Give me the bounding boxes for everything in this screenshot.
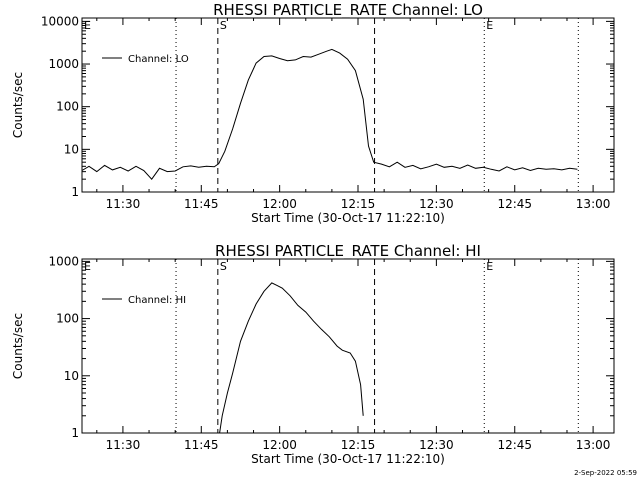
chart-title: RHESSI PARTICLE_RATE Channel: HI (215, 242, 481, 261)
y-tick-label: 1000 (48, 57, 79, 71)
x-tick-label: 12:30 (419, 197, 454, 211)
y-axis-label: Counts/sec (11, 313, 25, 379)
plot-frame (81, 258, 615, 434)
event-marker-label: E (84, 260, 91, 273)
lo-channel-panel: RHESSI PARTICLE_RATE Channel: LO 11:30 11:… (11, 1, 615, 225)
plot-frame (81, 17, 615, 193)
y-tick-label: 1 (71, 185, 79, 199)
chart-title: RHESSI PARTICLE_RATE Channel: LO (213, 1, 483, 20)
x-tick-label: 11:30 (106, 197, 141, 211)
hi-channel-panel: RHESSI PARTICLE_RATE Channel: HI 11:30 11:… (11, 242, 615, 466)
x-tick-label: 11:45 (184, 197, 219, 211)
y-tick-label: 1 (71, 426, 79, 440)
series-line (219, 282, 364, 434)
series-line (81, 48, 578, 180)
y-tick-label: 10000 (41, 14, 79, 28)
event-marker-label: S (220, 19, 227, 32)
legend-label: Channel: LO (128, 54, 189, 65)
x-tick-label: 12:15 (341, 197, 376, 211)
y-tick-label: 10 (64, 369, 79, 383)
x-tick-label: 11:30 (106, 438, 141, 452)
x-axis-label: Start Time (30-Oct-17 11:22:10) (251, 211, 445, 225)
y-tick-label: 100 (56, 100, 79, 114)
x-tick-label: 11:45 (184, 438, 219, 452)
x-axis-label: Start Time (30-Oct-17 11:22:10) (251, 452, 445, 466)
x-tick-label: 12:15 (341, 438, 376, 452)
x-tick-label: 12:30 (419, 438, 454, 452)
event-marker-label: E (486, 19, 493, 32)
y-tick-label: 100 (56, 312, 79, 326)
x-tick-label: 13:00 (576, 438, 611, 452)
event-marker-label: S (220, 260, 227, 273)
generation-timestamp: 2-Sep-2022 05:59 (574, 469, 637, 477)
x-tick-label: 12:00 (262, 197, 297, 211)
x-tick-label: 12:45 (497, 197, 532, 211)
x-tick-label: 13:00 (576, 197, 611, 211)
event-marker-label: E (486, 260, 493, 273)
y-tick-label: 1000 (48, 254, 79, 268)
x-tick-label: 12:00 (262, 438, 297, 452)
y-tick-label: 10 (64, 142, 79, 156)
y-axis-label: Counts/sec (11, 72, 25, 138)
legend-label: Channel: HI (128, 295, 186, 306)
event-marker-label: E (84, 19, 91, 32)
x-tick-label: 12:45 (497, 438, 532, 452)
